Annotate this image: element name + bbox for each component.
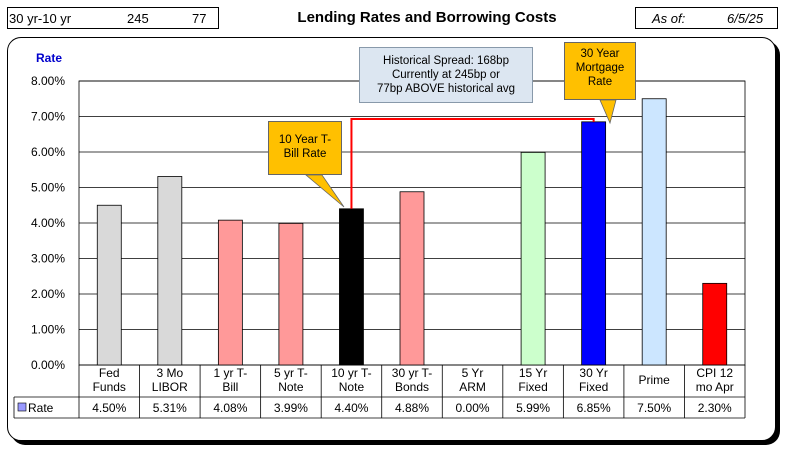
as-of-box: As of: 6/5/25 bbox=[635, 7, 778, 29]
callout-10-year-line-1: 10 Year T- bbox=[278, 134, 332, 146]
y-tick-label-7: 7.00% bbox=[31, 110, 65, 124]
y-tick-label-8: 8.00% bbox=[31, 74, 65, 88]
category-label-0-1: Funds bbox=[93, 380, 126, 394]
data-label-8: 6.85% bbox=[577, 401, 611, 415]
category-label-5-1: Bonds bbox=[395, 380, 429, 394]
callout-10-year-line-2: Bill Rate bbox=[283, 148, 327, 160]
callout-spread-line-1: Historical Spread: 168bp bbox=[383, 55, 509, 67]
category-label-0-0: Fed bbox=[99, 366, 120, 380]
callout-30-year-line-1: 30 Year bbox=[580, 48, 620, 60]
data-label-9: 7.50% bbox=[637, 401, 671, 415]
bar-3 bbox=[278, 222, 304, 366]
category-label-7-1: Fixed bbox=[518, 380, 547, 394]
callout-spread-line-2: Currently at 245bp or bbox=[391, 69, 501, 81]
category-label-10-1: mo Apr bbox=[696, 380, 734, 394]
y-tick-label-3: 3.00% bbox=[31, 252, 65, 266]
bar-8 bbox=[581, 121, 607, 366]
callout-spread-line-3: 77bp ABOVE historical avg bbox=[376, 83, 516, 95]
callout-30-year-line-3: Rate bbox=[587, 76, 613, 88]
callout-30-year: 30 Year Mortgage Rate bbox=[564, 42, 636, 100]
bar-1 bbox=[157, 176, 183, 366]
category-label-1-0: 3 Mo bbox=[156, 366, 183, 380]
as-of-label: As of: bbox=[652, 11, 686, 26]
bar-7 bbox=[520, 151, 546, 366]
category-label-8-1: Fixed bbox=[579, 380, 608, 394]
bar-0 bbox=[96, 204, 122, 366]
bar-4 bbox=[339, 208, 364, 366]
y-tick-label-0: 0.00% bbox=[31, 358, 65, 372]
category-label-2-0: 1 yr T- bbox=[213, 366, 247, 380]
category-label-7-0: 15 Yr bbox=[519, 366, 547, 380]
category-label-8-0: 30 Yr bbox=[579, 366, 607, 380]
bar-10 bbox=[702, 282, 728, 366]
y-tick-label-2: 2.00% bbox=[31, 287, 65, 301]
category-label-4-0: 10 yr T- bbox=[331, 366, 371, 380]
y-tick-label-5: 5.00% bbox=[31, 181, 65, 195]
as-of-date: 6/5/25 bbox=[727, 11, 764, 26]
category-label-6-0: 5 Yr bbox=[462, 366, 484, 380]
data-label-2: 4.08% bbox=[213, 401, 247, 415]
y-tick-label-6: 6.00% bbox=[31, 145, 65, 159]
data-label-3: 3.99% bbox=[274, 401, 308, 415]
bar-2 bbox=[217, 219, 243, 366]
callout-10-year: 10 Year T- Bill Rate bbox=[268, 121, 342, 175]
category-label-4-1: Note bbox=[339, 380, 365, 394]
spread-box: 30 yr-10 yr 245 77 bbox=[7, 7, 219, 29]
callout-30-year-line-2: Mortgage bbox=[575, 62, 625, 74]
data-label-6: 0.00% bbox=[456, 401, 490, 415]
category-label-10-0: CPI 12 bbox=[696, 366, 733, 380]
data-label-0: 4.50% bbox=[92, 401, 126, 415]
category-label-2-1: Bill bbox=[222, 380, 238, 394]
chart-title: Lending Rates and Borrowing Costs bbox=[297, 9, 557, 26]
legend-label: Rate bbox=[28, 401, 54, 415]
y-tick-label-4: 4.00% bbox=[31, 216, 65, 230]
bar-9 bbox=[641, 98, 667, 366]
legend-swatch bbox=[17, 402, 27, 412]
bar-5 bbox=[399, 191, 425, 366]
category-label-9-0: Prime bbox=[639, 373, 671, 387]
y-axis-label: Rate bbox=[36, 51, 62, 65]
category-label-3-0: 5 yr T- bbox=[274, 366, 308, 380]
spread-label: 30 yr-10 yr bbox=[9, 11, 72, 26]
data-label-7: 5.99% bbox=[516, 401, 550, 415]
data-label-1: 5.31% bbox=[153, 401, 187, 415]
spread-line bbox=[350, 118, 595, 209]
callout-10-year-pointer bbox=[304, 174, 345, 208]
category-label-5-0: 30 yr T- bbox=[392, 366, 432, 380]
spread-bp-value: 245 bbox=[127, 11, 149, 26]
y-tick-label-1: 1.00% bbox=[31, 323, 65, 337]
category-label-1-1: LIBOR bbox=[152, 380, 188, 394]
callout-30-year-pointer bbox=[599, 99, 617, 125]
callout-spread: Historical Spread: 168bp Currently at 24… bbox=[359, 47, 533, 103]
category-label-3-1: Note bbox=[278, 380, 304, 394]
category-label-6-1: ARM bbox=[459, 380, 486, 394]
data-label-10: 2.30% bbox=[698, 401, 732, 415]
data-label-5: 4.88% bbox=[395, 401, 429, 415]
data-label-4: 4.40% bbox=[334, 401, 368, 415]
above-bp-value: 77 bbox=[192, 11, 207, 26]
